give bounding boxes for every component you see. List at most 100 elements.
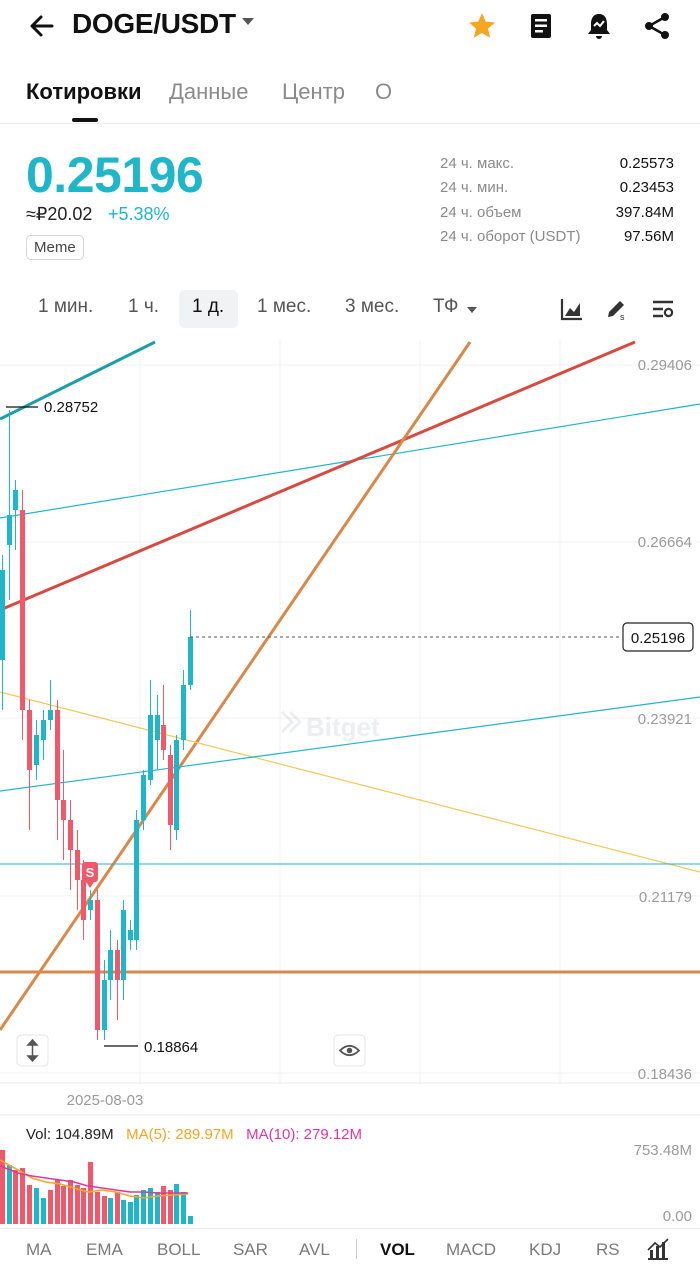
indicator-kdj[interactable]: KDJ bbox=[529, 1240, 562, 1259]
document-icon[interactable] bbox=[525, 10, 557, 42]
price-chart[interactable]: Bitget 0.25196 0.28752 0.18864 S 0.29406… bbox=[0, 340, 700, 1230]
star-icon[interactable] bbox=[466, 10, 498, 42]
candle-body bbox=[95, 900, 100, 1030]
tab-data[interactable]: Данные bbox=[169, 79, 249, 104]
alert-bell-icon[interactable] bbox=[583, 10, 615, 42]
volume-bar bbox=[95, 1192, 100, 1224]
sell-signal-pointer bbox=[86, 882, 94, 888]
candle-body bbox=[75, 850, 80, 880]
indicator-bar: MA EMA BOLL SAR AVL VOL MACD KDJ RS bbox=[0, 1228, 700, 1265]
volume-bar bbox=[88, 1162, 93, 1224]
stat-volume-value: 397.84M bbox=[615, 204, 674, 221]
stat-volume-label: 24 ч. объем bbox=[440, 204, 522, 221]
sell-signal-badge[interactable] bbox=[82, 862, 98, 882]
pair-title[interactable]: DOGE/USDT bbox=[72, 8, 236, 39]
candle-body bbox=[27, 710, 32, 770]
stat-turnover-value: 97.56M bbox=[623, 228, 674, 245]
indicator-macd[interactable]: MACD bbox=[446, 1240, 497, 1259]
candle-body bbox=[148, 715, 153, 780]
timeframe-3mo[interactable]: 3 мес. bbox=[345, 296, 400, 317]
visibility-eye-icon[interactable] bbox=[333, 1034, 366, 1067]
volume-bar bbox=[181, 1192, 186, 1224]
volume-bar bbox=[115, 1192, 120, 1224]
indicator-rsi[interactable]: RS bbox=[596, 1240, 620, 1259]
timeframe-1h[interactable]: 1 ч. bbox=[128, 296, 160, 317]
draw-tool-icon[interactable]: s bbox=[604, 297, 628, 321]
candle-body bbox=[55, 710, 60, 800]
candle-body bbox=[20, 510, 25, 710]
candle-body bbox=[141, 775, 146, 820]
x-axis-date: 2025-08-03 bbox=[67, 1092, 144, 1109]
tab-about[interactable]: О bbox=[375, 79, 393, 104]
timeframe-1d[interactable]: 1 д. bbox=[192, 296, 225, 317]
timeframe-1min[interactable]: 1 мин. bbox=[38, 296, 94, 317]
section-tabs: Котировки Данные Центр О bbox=[0, 70, 700, 124]
volume-bar bbox=[48, 1190, 53, 1224]
candle-body bbox=[13, 490, 18, 510]
volume-bar bbox=[55, 1180, 60, 1224]
volume-bar bbox=[13, 1170, 18, 1224]
indicator-vol[interactable]: VOL bbox=[380, 1240, 415, 1259]
indicator-settings-icon[interactable] bbox=[647, 1238, 669, 1260]
candle-body bbox=[174, 740, 179, 830]
share-icon[interactable] bbox=[641, 10, 673, 42]
volume-bar bbox=[168, 1190, 173, 1224]
volume-value: Vol: 104.89M bbox=[26, 1126, 114, 1143]
volume-bars bbox=[0, 1150, 193, 1224]
trend-lines bbox=[0, 340, 700, 1031]
indicator-ema[interactable]: EMA bbox=[86, 1240, 123, 1259]
category-tag[interactable]: Meme bbox=[26, 235, 84, 260]
volume-bar bbox=[174, 1184, 179, 1224]
indicator-divider bbox=[356, 1239, 357, 1259]
stat-turnover-label: 24 ч. оборот (USDT) bbox=[440, 228, 581, 245]
indicator-avl[interactable]: AVL bbox=[299, 1240, 330, 1259]
y-axis-label: 0.23921 bbox=[638, 711, 692, 728]
candle-body bbox=[115, 950, 120, 980]
chart-type-icon[interactable] bbox=[560, 297, 584, 321]
volume-bar bbox=[128, 1202, 133, 1224]
y-axis-label: 0.29406 bbox=[638, 357, 692, 374]
volume-ma10: MA(10): 279.12M bbox=[246, 1126, 363, 1143]
candle-body bbox=[41, 720, 46, 740]
volume-bar bbox=[75, 1185, 80, 1224]
timeframe-1mo[interactable]: 1 мес. bbox=[257, 296, 312, 317]
volume-bar bbox=[141, 1190, 146, 1224]
indicator-settings-icon[interactable] bbox=[651, 297, 675, 321]
volume-bar bbox=[121, 1200, 126, 1224]
timeframe-more[interactable]: ТФ bbox=[433, 296, 459, 317]
volume-legend: Vol: 104.89M MA(5): 289.97M MA(10): 279.… bbox=[26, 1126, 362, 1143]
candlesticks bbox=[0, 410, 193, 1040]
volume-bar bbox=[7, 1165, 12, 1224]
volume-bar bbox=[34, 1188, 39, 1224]
candle-body bbox=[108, 950, 113, 980]
volume-axis-bottom: 0.00 bbox=[663, 1208, 692, 1225]
low-marker: 0.18864 bbox=[144, 1039, 198, 1056]
active-timeframe-bg bbox=[179, 290, 238, 328]
sell-signal-label: S bbox=[86, 865, 95, 880]
candle-body bbox=[168, 755, 173, 825]
current-price-label: 0.25196 bbox=[631, 630, 685, 647]
back-arrow-icon[interactable] bbox=[26, 10, 58, 42]
indicator-boll[interactable]: BOLL bbox=[157, 1240, 201, 1259]
volume-bar bbox=[161, 1186, 166, 1224]
indicator-sar[interactable]: SAR bbox=[233, 1240, 268, 1259]
volume-bar bbox=[81, 1188, 86, 1224]
tab-quotes[interactable]: Котировки bbox=[26, 79, 142, 104]
candle-body bbox=[81, 880, 86, 920]
volume-bar bbox=[61, 1186, 66, 1224]
chart-grid bbox=[0, 340, 700, 1116]
candle-body bbox=[161, 725, 166, 750]
caret-down-icon[interactable] bbox=[467, 307, 477, 313]
candle-body bbox=[121, 910, 126, 980]
caret-down-icon[interactable] bbox=[242, 18, 254, 25]
volume-ma5-line bbox=[0, 1159, 189, 1199]
candle-body bbox=[134, 820, 139, 940]
candle-body bbox=[7, 515, 12, 545]
volume-bar bbox=[0, 1150, 5, 1224]
fiat-price: ≈₽20.02 bbox=[26, 204, 93, 224]
tab-center[interactable]: Центр bbox=[282, 79, 345, 104]
candle-body bbox=[34, 735, 39, 765]
indicator-ma[interactable]: MA bbox=[26, 1240, 52, 1259]
stat-high-label: 24 ч. макс. bbox=[440, 155, 515, 172]
chart-scale-button[interactable] bbox=[16, 1034, 49, 1067]
